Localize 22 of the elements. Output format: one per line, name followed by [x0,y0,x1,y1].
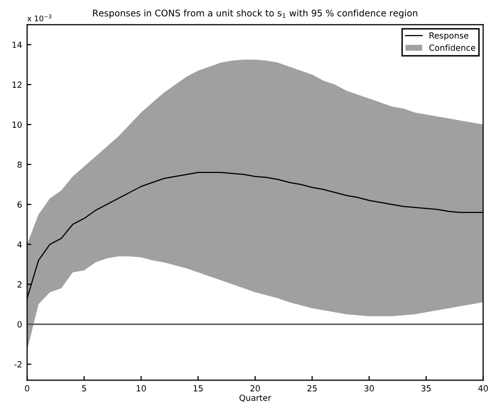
x-axis-title: Quarter [240,394,272,402]
legend-label: Response [430,32,468,40]
y-tick-label: 10 [12,122,22,128]
x-tick-label: 35 [421,385,431,392]
y-tick-label: 8 [18,161,22,168]
x-tick-label: 30 [364,385,374,392]
x-tick-label: 25 [307,385,317,392]
chart-title: Responses in CONS from a unit shock to s$_{1}$ with 95 % confidence region [93,9,418,18]
x-tick-label: 0 [25,385,30,392]
x-tick-label: 20 [250,385,260,392]
y-tick-label: 4 [17,241,22,248]
y-tick-label: -2 [14,361,22,368]
x-tick-label: 10 [136,385,146,392]
y-tick-label: 6 [18,201,22,208]
annotation: Confidence [429,44,476,51]
x-tick-label: 5 [82,385,86,392]
y-tick-label: 12 [12,82,22,88]
x-tick-label: 15 [194,385,203,392]
y-tick-label: 0 [18,321,22,328]
x-tick-label: 40 [478,385,488,392]
y-tick-label: 2 [18,281,22,288]
y-tick-label: 14 [12,42,22,48]
